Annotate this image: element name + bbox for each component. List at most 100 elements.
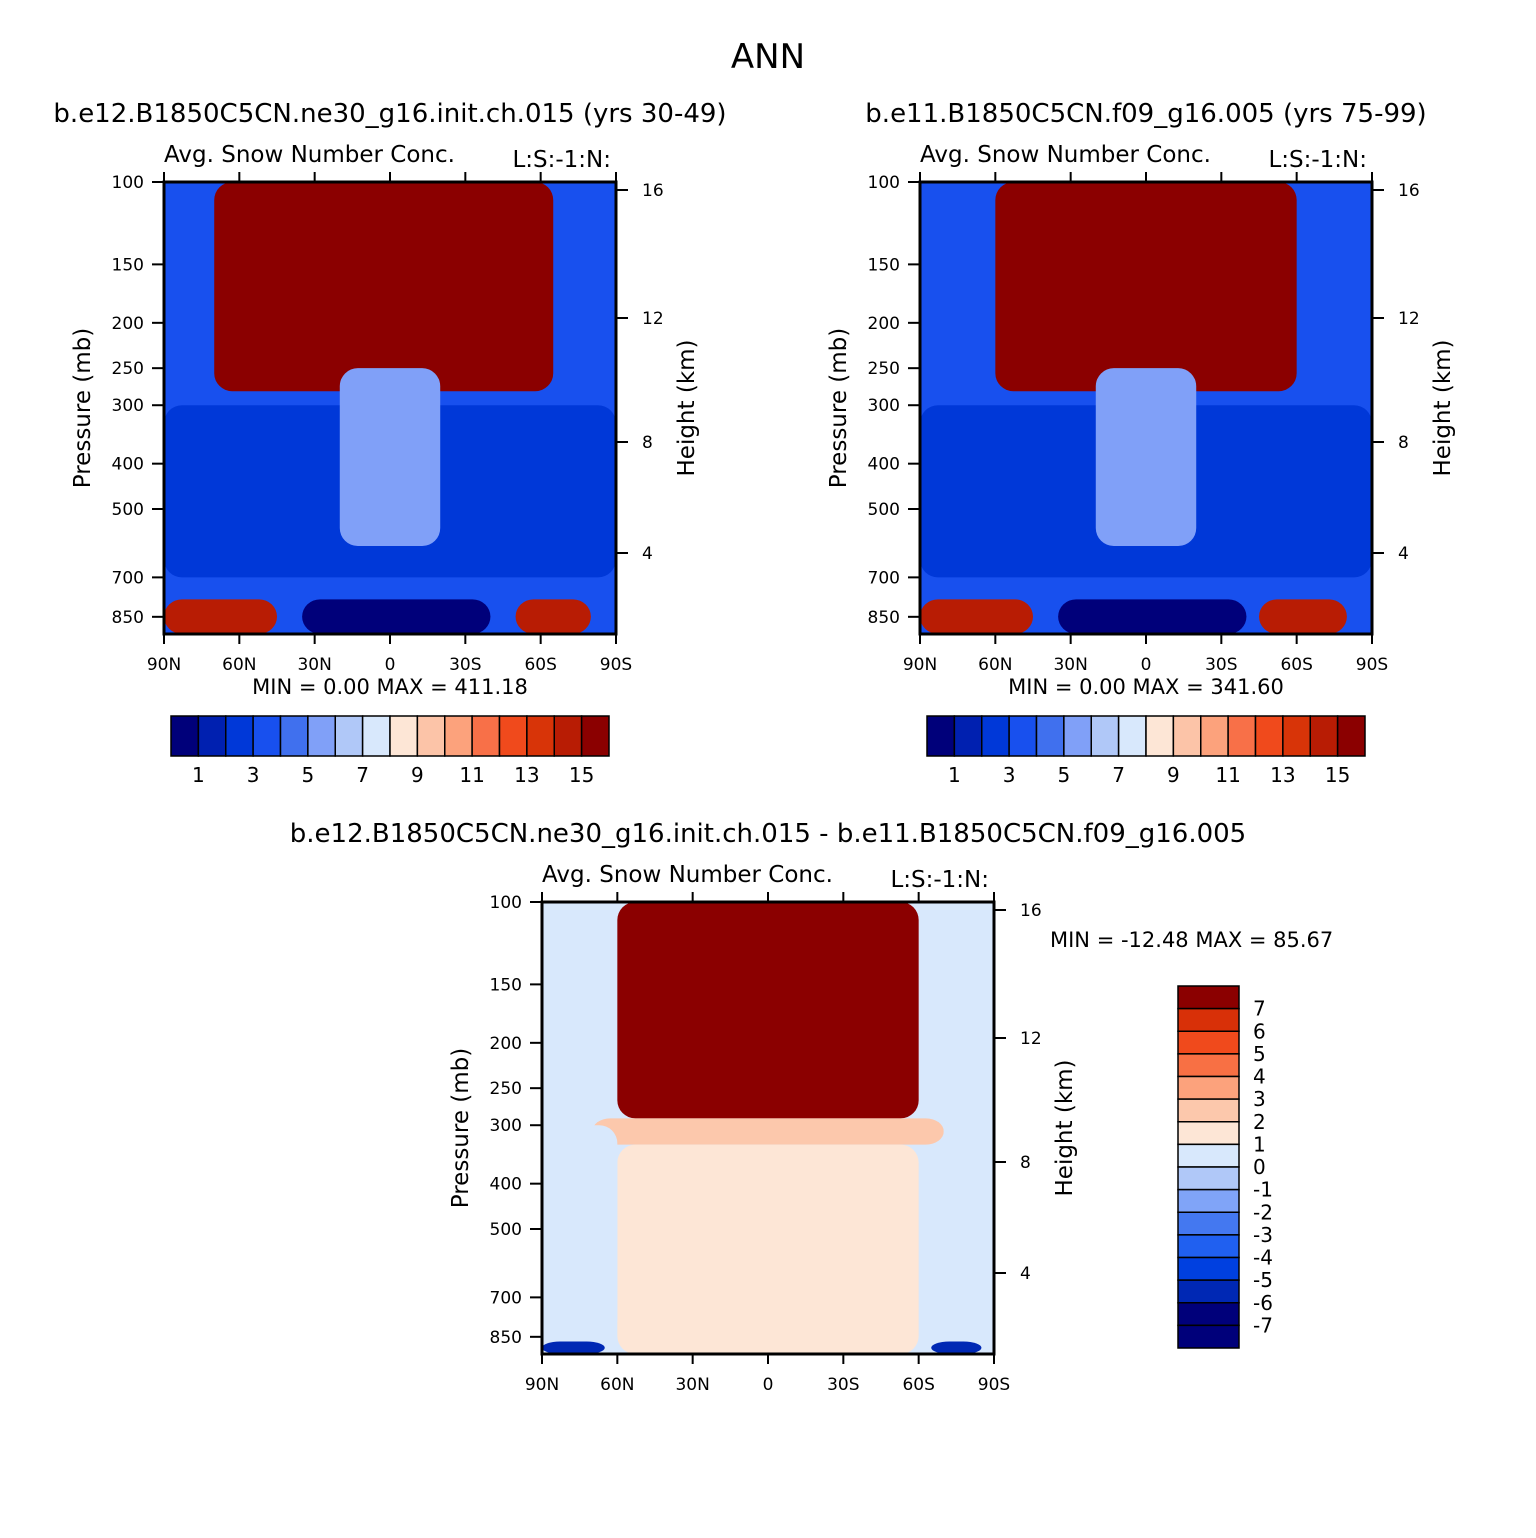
panel1-ytick-label: 200: [112, 314, 144, 334]
panel3-variable: Avg. Snow Number Conc.: [542, 862, 833, 888]
panel2-colorbar-box: [1145, 715, 1175, 757]
panel1-ytick-label: 700: [112, 568, 144, 588]
panel3-height-tick-label: 8: [1020, 1153, 1031, 1173]
panel3-colorbar-label: 2: [1253, 1110, 1266, 1134]
panel2-colorbar-box: [1035, 715, 1065, 757]
panel2-colorbar-label: 9: [1167, 763, 1180, 787]
panel1-height-tick-label: 16: [642, 181, 664, 201]
panel1-colorbar-label: 7: [356, 763, 369, 787]
panel3-xtick-label: 30S: [827, 1375, 859, 1395]
panel3-ytick-label: 500: [490, 1220, 522, 1240]
panel3-colorbar-label: 6: [1253, 1019, 1266, 1043]
panel1-colorbar-box: [444, 715, 473, 757]
panel1-ylabel-right: Height (km): [674, 339, 700, 476]
panel3-ytick-label: 200: [490, 1034, 522, 1054]
panel3-colorbar-box: [1177, 1007, 1240, 1032]
panel2-xtick-label: 30N: [1053, 655, 1087, 675]
panel1-colorbar-box: [252, 715, 282, 757]
panel2-band-tropical-updraft: [1095, 368, 1197, 547]
panel3-colorbar-box: [1177, 1166, 1240, 1191]
panel2-case-title: b.e11.B1850C5CN.f09_g16.005 (yrs 75-99): [865, 99, 1426, 129]
panel2-height-tick-label: 16: [1398, 181, 1420, 201]
panel2-band-tropical-lower: [1058, 599, 1247, 634]
panel3-xtick-label: 0: [763, 1375, 774, 1395]
panel3-colorbar-label: 3: [1253, 1087, 1266, 1111]
panel1-xtick-label: 30S: [449, 655, 481, 675]
panel1-ytick-label: 400: [112, 455, 144, 475]
panel3-colorbar-box: [1177, 1143, 1240, 1168]
panel1-colorbar-box: [170, 715, 200, 757]
panel2-ylabel: Pressure (mb): [826, 328, 852, 488]
panel3-colorbar-box: [1177, 1053, 1240, 1078]
panel1-colorbar-box: [416, 715, 446, 757]
panel3-units: L:S:-1:N:: [890, 867, 989, 893]
panel2-colorbar-box: [1309, 715, 1339, 757]
panel1-colorbar-box: [389, 715, 419, 757]
panel3-band-polar-north: [542, 1125, 618, 1337]
panel2-colorbar-label: 13: [1270, 763, 1295, 787]
panel1-colorbar-label: 1: [192, 763, 205, 787]
panel3-ytick-label: 700: [490, 1288, 522, 1308]
panel3-xtick-label: 30N: [675, 1375, 709, 1395]
panel3-band-upper-troposphere: [592, 1118, 944, 1145]
panel1-colorbar-box: [225, 715, 254, 757]
panel3-colorbar-label: -1: [1253, 1178, 1273, 1202]
panel2-xtick-label: 30S: [1205, 655, 1237, 675]
panel3-colorbar-label: 1: [1253, 1132, 1266, 1156]
panel2-ytick-label: 250: [868, 359, 900, 379]
panel3-colorbar-box: [1177, 1030, 1240, 1055]
panel1-height-tick-label: 4: [642, 544, 653, 564]
panel1-band-tropical-updraft: [339, 368, 441, 547]
panel3-colorbar-label: 0: [1253, 1155, 1266, 1179]
panel1-colorbar-box: [553, 715, 583, 757]
panel1-colorbar-box: [334, 715, 364, 757]
panel1-colorbar-box: [526, 715, 555, 757]
panel2-colorbar-label: 3: [1003, 763, 1016, 787]
panel3-colorbar-box: [1177, 1302, 1240, 1327]
panel2-xtick-label: 60S: [1280, 655, 1312, 675]
panel2-ylabel-right: Height (km): [1430, 339, 1456, 476]
panel3-ytick-label: 100: [490, 893, 522, 913]
panel1-xtick-label: 90N: [147, 655, 181, 675]
panel1-ylabel: Pressure (mb): [70, 328, 96, 488]
panel2-band-polar-lower-south: [1259, 599, 1347, 634]
panel3-ytick-label: 400: [490, 1175, 522, 1195]
panel1-colorbar-box: [279, 715, 309, 757]
panel2-colorbar-label: 15: [1325, 763, 1350, 787]
panel2-xtick-label: 90N: [903, 655, 937, 675]
panel1-variable: Avg. Snow Number Conc.: [164, 142, 455, 168]
panel1-ytick-label: 500: [112, 500, 144, 520]
panel3-colorbar-box: [1177, 1121, 1240, 1146]
panel1-ytick-label: 300: [112, 396, 144, 416]
panel3-colorbar-label: -5: [1253, 1268, 1273, 1292]
panel3-colorbar-label: -7: [1253, 1313, 1273, 1337]
panel3-colorbar-box: [1177, 1211, 1240, 1236]
panel2-ytick-label: 850: [868, 608, 900, 628]
panels: b.e12.B1850C5CN.ne30_g16.init.ch.015 (yr…: [53, 99, 1456, 1395]
figure-title: ANN: [731, 37, 805, 77]
panel2-height-tick-label: 8: [1398, 433, 1409, 453]
panel3-xtick-label: 60N: [600, 1375, 634, 1395]
panel3-colorbar-label: -2: [1253, 1200, 1273, 1224]
panel3-colorbar-box: [1177, 985, 1240, 1010]
panel2-colorbar-box: [1090, 715, 1120, 757]
panel2-height-tick-label: 12: [1398, 309, 1420, 329]
panel1-colorbar-box: [361, 715, 391, 757]
panel1-band-polar-lower-south: [515, 599, 591, 634]
panel2-colorbar-label: 11: [1215, 763, 1240, 787]
panel3-band-mid-troposphere: [617, 1144, 919, 1354]
panel2-colorbar-box: [1117, 715, 1147, 757]
panel1-ytick-label: 150: [112, 255, 144, 275]
panel2-xtick-label: 0: [1141, 655, 1152, 675]
panel3-band-polar-lower-north: [542, 1341, 605, 1354]
panel1-height-tick-label: 12: [642, 309, 664, 329]
panel3-group: b.e12.B1850C5CN.ne30_g16.init.ch.015 - b…: [290, 819, 1334, 1395]
panel3-colorbar-label: 5: [1253, 1042, 1266, 1066]
panel2-colorbar-box: [1282, 715, 1311, 757]
panel1-xtick-label: 90S: [600, 655, 632, 675]
panel1-xtick-label: 60S: [524, 655, 556, 675]
panel1-min-max: MIN = 0.00 MAX = 411.18: [252, 675, 528, 699]
panel3-xtick-label: 90N: [525, 1375, 559, 1395]
panel2-colorbar-label: 1: [948, 763, 961, 787]
panel2-xtick-label: 90S: [1356, 655, 1388, 675]
